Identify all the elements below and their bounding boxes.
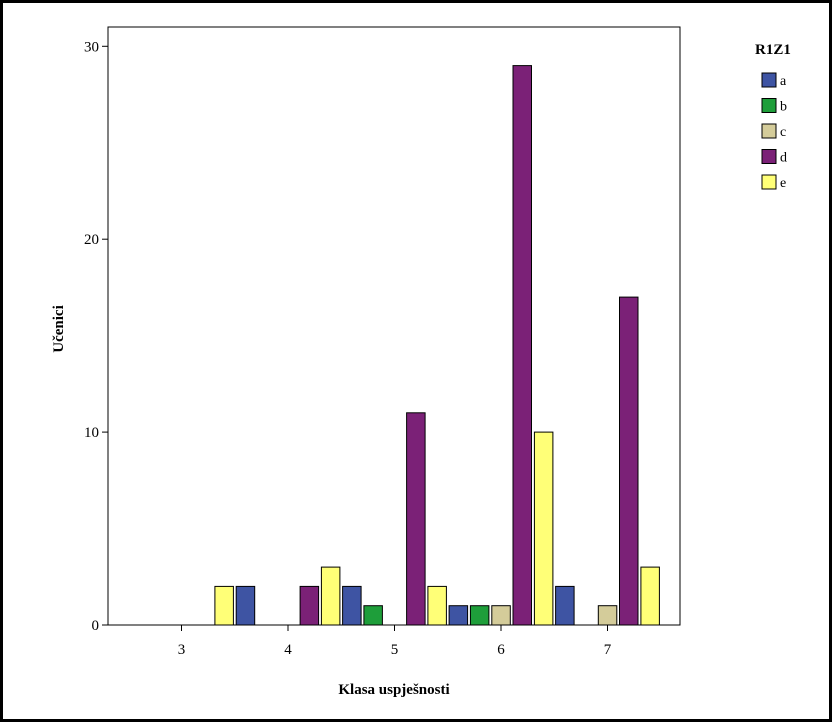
bar-a-7	[555, 585, 575, 626]
y-tick-label: 10	[84, 425, 99, 441]
bar-e-5	[427, 585, 447, 626]
x-tick-label: 5	[391, 642, 399, 658]
y-tick-label: 0	[92, 618, 100, 634]
bar-d-7	[619, 296, 639, 626]
bar-b-5	[363, 605, 383, 626]
x-tick-label: 4	[284, 642, 292, 658]
y-tick-label: 20	[84, 232, 99, 248]
x-tick-label: 6	[497, 642, 505, 658]
bar-e-7	[640, 566, 660, 626]
bar-e-4	[320, 566, 341, 626]
bar-e-3	[214, 585, 234, 626]
bar-b-6	[469, 605, 490, 626]
bar-a-4	[235, 585, 256, 626]
legend-label-d: d	[780, 151, 787, 166]
legend-swatch-e	[761, 174, 777, 190]
legend-swatch-d	[761, 149, 777, 164]
legend-swatch-c	[761, 123, 777, 139]
bar-e-6	[533, 431, 554, 626]
y-tick-label: 30	[84, 39, 99, 55]
y-axis: 0 10 20 30	[84, 39, 108, 634]
x-axis: 3 4 5 6 7	[178, 625, 612, 658]
legend-label-b: b	[780, 100, 787, 115]
bar-d-5	[406, 412, 426, 626]
legend-label-a: a	[780, 74, 787, 89]
legend-swatch-a	[761, 72, 777, 88]
legend-label-c: c	[780, 125, 786, 140]
bars-group	[214, 65, 660, 626]
y-axis-label: Učenici	[51, 305, 67, 352]
legend-swatch-b	[761, 98, 777, 113]
x-tick-label: 7	[604, 642, 612, 658]
bar-a-6	[448, 605, 469, 626]
bar-c-7	[597, 605, 618, 626]
legend-title: R1Z1	[755, 42, 791, 58]
x-tick-label: 3	[178, 642, 186, 658]
plot-area	[107, 26, 681, 626]
bar-d-6	[512, 65, 532, 626]
bar-a-5	[342, 585, 362, 626]
x-axis-label: Klasa uspješnosti	[338, 682, 449, 698]
bar-d-4	[299, 585, 320, 626]
legend-label-e: e	[780, 176, 786, 191]
bar-c-6	[491, 605, 511, 626]
